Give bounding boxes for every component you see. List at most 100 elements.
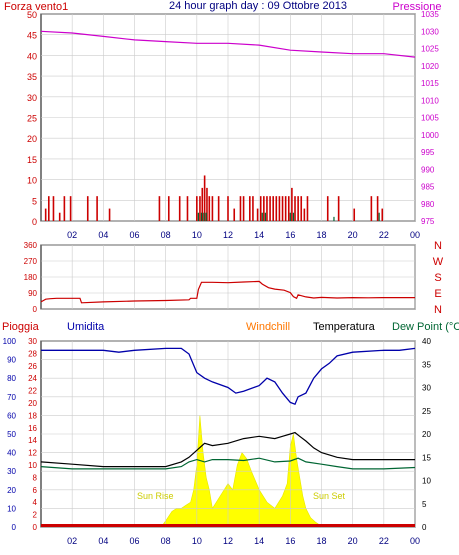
wind-speed-bar xyxy=(287,196,290,221)
compass-letter: N xyxy=(434,304,442,316)
wind-speed-bar xyxy=(52,196,55,221)
wind-speed-tick-label: 20 xyxy=(27,134,37,144)
wind-speed-bar xyxy=(233,208,236,221)
pressure-tick-label: 1035 xyxy=(421,10,439,19)
wind-speed-bar xyxy=(275,196,278,221)
wind-direction-line xyxy=(40,280,415,304)
gust-bar xyxy=(289,212,291,221)
pressure-tick-label: 1010 xyxy=(421,96,439,105)
rain-axis-label: Pioggia xyxy=(2,321,40,333)
wind-speed-bar xyxy=(381,208,384,221)
time-tick-label: 00 xyxy=(410,230,420,240)
time-tick-label: 04 xyxy=(98,230,108,240)
wind-speed-tick-label: 30 xyxy=(27,93,37,103)
time-tick-label: 00 xyxy=(410,536,420,546)
humidity-tick-label: 80 xyxy=(7,374,16,383)
pressure-tick-label: 1030 xyxy=(421,27,439,36)
wind-speed-bar xyxy=(376,196,379,221)
pressure-tick-label: 1025 xyxy=(421,45,439,54)
wind-speed-tick-label: 50 xyxy=(27,10,37,20)
wind-speed-bar xyxy=(326,196,329,221)
time-tick-label: 20 xyxy=(348,230,358,240)
wind-speed-bar xyxy=(196,196,198,221)
gust-bar xyxy=(264,212,266,221)
gust-bar xyxy=(261,212,263,221)
rain-tick-label: 10 xyxy=(28,461,37,470)
time-tick-label: 08 xyxy=(161,230,171,240)
rain-tick-label: 26 xyxy=(28,362,37,371)
wind-speed-bar xyxy=(249,196,251,221)
temperature-legend-label: Temperatura xyxy=(313,321,376,333)
wind-speed-bar xyxy=(203,175,206,221)
rain-tick-label: 14 xyxy=(28,436,37,445)
wind-speed-bar xyxy=(242,196,245,221)
time-tick-label: 16 xyxy=(285,536,295,546)
gust-bar xyxy=(333,216,335,221)
wind-speed-bar xyxy=(337,196,340,221)
wind-speed-bar xyxy=(86,196,89,221)
rain-tick-label: 4 xyxy=(33,498,38,507)
humidity-line xyxy=(41,347,416,406)
wind-speed-tick-label: 35 xyxy=(27,72,37,82)
pressure-tick-label: 1005 xyxy=(421,114,439,123)
wind-speed-bar xyxy=(158,196,161,221)
wind-speed-bar xyxy=(186,196,189,221)
temperature-tick-label: 40 xyxy=(422,337,431,346)
temperature-tick-label: 5 xyxy=(422,500,427,509)
wind-speed-bar xyxy=(297,196,299,221)
wind-speed-bar xyxy=(96,196,98,221)
temperature-tick-labels: 0 5 10 15 20 25 30 35 40 xyxy=(422,337,431,532)
wind-speed-tick-label: 0 xyxy=(32,217,37,227)
humidity-tick-label: 100 xyxy=(3,337,17,346)
gust-bar xyxy=(203,212,205,221)
wind-axis-label: Forza vento1 xyxy=(4,1,68,13)
gust-bar xyxy=(378,212,380,221)
humidity-tick-label: 0 xyxy=(12,523,17,532)
temperature-tick-label: 35 xyxy=(422,360,431,369)
time-tick-label: 02 xyxy=(67,230,77,240)
compass-letter: E xyxy=(434,288,441,300)
pressure-tick-label: 980 xyxy=(421,200,435,209)
pressure-tick-label: 985 xyxy=(421,183,435,192)
direction-tick-label: 0 xyxy=(33,305,38,314)
wind-speed-bar xyxy=(63,196,66,221)
wind-speed-bar xyxy=(227,196,229,221)
time-tick-label: 12 xyxy=(223,230,233,240)
wind-direction-tick-labels: 0 90 180 270 360 xyxy=(24,241,38,314)
dewpoint-line xyxy=(40,457,416,470)
wind-speed-tick-label: 25 xyxy=(27,114,37,124)
windchill-legend-label: Windchill xyxy=(246,321,290,333)
time-tick-label: 10 xyxy=(192,230,202,240)
wind-speed-bar xyxy=(201,187,204,221)
humidity-tick-label: 90 xyxy=(7,356,16,365)
humidity-tick-labels: 0 10 20 30 40 50 60 70 80 90 100 xyxy=(3,337,17,532)
wind-speed-bar xyxy=(278,196,281,221)
wind-speed-bar xyxy=(108,208,111,221)
temperature-tick-label: 20 xyxy=(422,430,431,439)
wind-speed-bar xyxy=(206,187,208,221)
wind-speed-bar xyxy=(199,196,201,221)
wind-speed-bar xyxy=(294,196,296,221)
wind-speed-bar xyxy=(69,196,72,221)
rain-tick-label: 16 xyxy=(28,424,37,433)
humidity-tick-label: 20 xyxy=(7,486,16,495)
wind-speed-tick-label: 40 xyxy=(27,51,37,61)
time-tick-label: 22 xyxy=(379,230,389,240)
temperature-humidity-time-labels: 02 04 06 08 10 12 14 16 18 20 22 00 xyxy=(67,536,420,546)
time-tick-label: 10 xyxy=(192,536,202,546)
time-tick-label: 14 xyxy=(254,536,264,546)
wind-speed-bar xyxy=(269,196,271,221)
temperature-humidity-grid xyxy=(41,340,416,528)
rain-tick-label: 2 xyxy=(33,511,38,520)
wind-speed-bar xyxy=(284,196,287,221)
pressure-tick-label: 990 xyxy=(421,165,435,174)
humidity-tick-label: 60 xyxy=(7,411,16,420)
rain-tick-label: 20 xyxy=(28,399,37,408)
humidity-tick-label: 30 xyxy=(7,467,16,476)
time-tick-label: 06 xyxy=(129,230,139,240)
wind-speed-bar xyxy=(303,208,306,221)
wind-speed-bar xyxy=(263,196,265,221)
temperature-tick-label: 10 xyxy=(422,477,431,486)
gust-bars xyxy=(197,212,380,221)
